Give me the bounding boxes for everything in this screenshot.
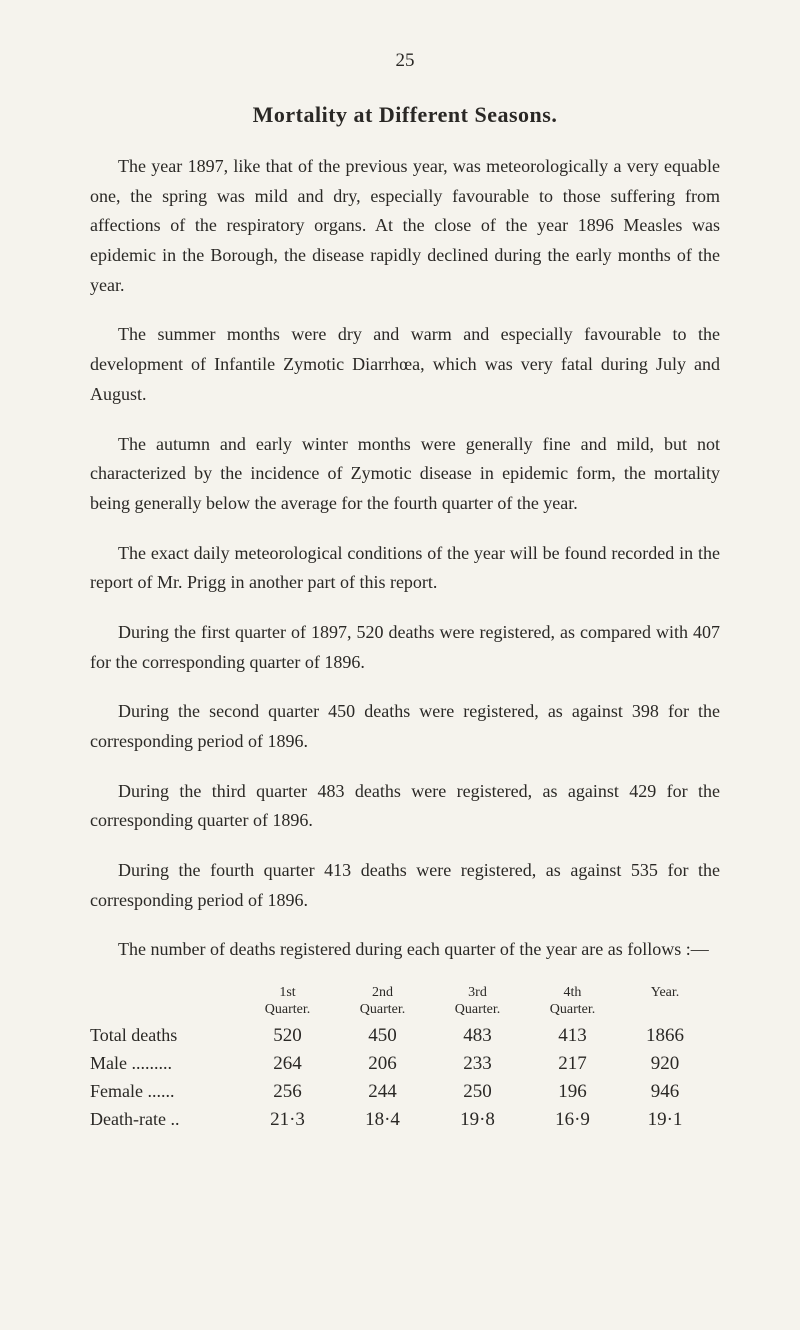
header-line2: Quarter.: [240, 1002, 335, 1019]
header-line2: Quarter.: [525, 1002, 620, 1019]
table-row: Total deaths 520 450 483 413 1866: [90, 1025, 720, 1047]
table-row: Death-rate .. 21·3 18·4 19·8 16·9 19·1: [90, 1109, 720, 1131]
table-header-q3: 3rd Quarter.: [430, 985, 525, 1019]
row-label-death-rate: Death-rate ..: [90, 1109, 240, 1130]
paragraph-7: During the third quarter 483 deaths were…: [90, 777, 720, 836]
paragraph-9: The number of deaths registered during e…: [90, 935, 720, 965]
cell: 256: [240, 1081, 335, 1103]
header-line1: 3rd: [430, 985, 525, 1002]
cell: 233: [430, 1053, 525, 1075]
row-label-total: Total deaths: [90, 1025, 240, 1046]
cell: 217: [525, 1053, 620, 1075]
cell: 16·9: [525, 1109, 620, 1131]
row-label-female: Female ......: [90, 1081, 240, 1102]
table-header-row: 1st Quarter. 2nd Quarter. 3rd Quarter. 4…: [90, 985, 720, 1019]
cell: 250: [430, 1081, 525, 1103]
page-number: 25: [90, 50, 720, 72]
page-title: Mortality at Different Seasons.: [90, 102, 720, 128]
cell: 206: [335, 1053, 430, 1075]
document-page: 25 Mortality at Different Seasons. The y…: [0, 0, 800, 1191]
cell: 19·1: [620, 1109, 710, 1131]
cell: 21·3: [240, 1109, 335, 1131]
cell: 196: [525, 1081, 620, 1103]
cell: 483: [430, 1025, 525, 1047]
deaths-table: 1st Quarter. 2nd Quarter. 3rd Quarter. 4…: [90, 985, 720, 1131]
cell: 18·4: [335, 1109, 430, 1131]
header-line1: 4th: [525, 985, 620, 1002]
header-line2: Quarter.: [430, 1002, 525, 1019]
table-row: Male ......... 264 206 233 217 920: [90, 1053, 720, 1075]
cell: 413: [525, 1025, 620, 1047]
paragraph-6: During the second quarter 450 deaths wer…: [90, 697, 720, 756]
cell: 19·8: [430, 1109, 525, 1131]
cell: 244: [335, 1081, 430, 1103]
cell: 1866: [620, 1025, 710, 1047]
row-label-male: Male .........: [90, 1053, 240, 1074]
cell: 450: [335, 1025, 430, 1047]
table-header-year: Year.: [620, 985, 710, 1019]
paragraph-2: The summer months were dry and warm and …: [90, 320, 720, 409]
paragraph-1: The year 1897, like that of the previous…: [90, 152, 720, 300]
paragraph-5: During the first quarter of 1897, 520 de…: [90, 618, 720, 677]
cell: 520: [240, 1025, 335, 1047]
header-line1: 2nd: [335, 985, 430, 1002]
paragraph-3: The autumn and early winter months were …: [90, 430, 720, 519]
table-header-q2: 2nd Quarter.: [335, 985, 430, 1019]
header-line2: Quarter.: [335, 1002, 430, 1019]
table-row: Female ...... 256 244 250 196 946: [90, 1081, 720, 1103]
header-line2: Year.: [620, 985, 710, 1002]
cell: 264: [240, 1053, 335, 1075]
paragraph-4: The exact daily meteorological condition…: [90, 539, 720, 598]
cell: 946: [620, 1081, 710, 1103]
cell: 920: [620, 1053, 710, 1075]
table-header-q1: 1st Quarter.: [240, 985, 335, 1019]
header-line1: 1st: [240, 985, 335, 1002]
table-header-q4: 4th Quarter.: [525, 985, 620, 1019]
paragraph-8: During the fourth quarter 413 deaths wer…: [90, 856, 720, 915]
